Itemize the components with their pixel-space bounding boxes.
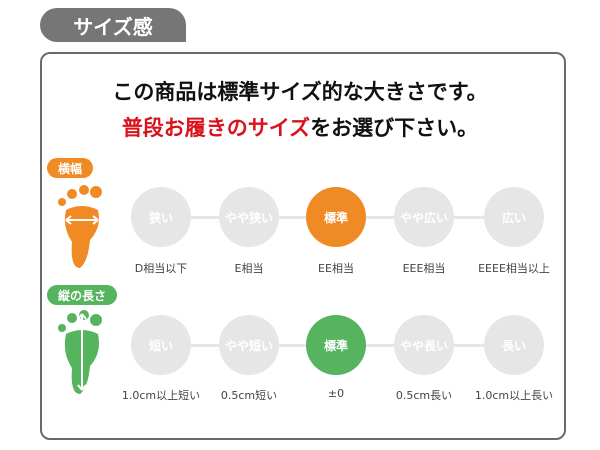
- width-option: やや狭い: [219, 187, 279, 247]
- width-option: 狭い: [131, 187, 191, 247]
- width-option-selected: 標準: [306, 187, 366, 247]
- width-option-sublabel: EEE相当: [402, 262, 446, 275]
- length-option-sublabel: ±0: [327, 387, 345, 400]
- length-option-selected: 標準: [306, 315, 366, 375]
- length-option-sublabel: 0.5cm短い: [220, 389, 278, 402]
- headline-rest: をお選び下さい。: [310, 116, 479, 140]
- foot-length-icon: [58, 310, 102, 394]
- length-option-sublabel: 0.5cm長い: [395, 389, 453, 402]
- foot-width-icon: [58, 185, 102, 268]
- length-option: やや短い: [219, 315, 279, 375]
- headline-instruction: 普段お履きのサイズをお選び下さい。: [0, 112, 600, 142]
- width-option-sublabel: E相当: [234, 262, 264, 275]
- headline: この商品は標準サイズ的な大きさです。: [112, 80, 488, 104]
- width-option-sublabel: D相当以下: [134, 262, 188, 275]
- width-label: 横幅: [47, 158, 93, 178]
- width-option: やや広い: [394, 187, 454, 247]
- width-option: 広い: [484, 187, 544, 247]
- length-option: 長い: [484, 315, 544, 375]
- headline-highlight: 普段お履きのサイズ: [121, 116, 311, 140]
- length-label: 縦の長さ: [47, 285, 117, 305]
- length-option: 短い: [131, 315, 191, 375]
- length-option-sublabel: 1.0cm以上短い: [121, 389, 201, 402]
- width-option-sublabel: EE相当: [318, 262, 354, 275]
- length-option-sublabel: 1.0cm以上長い: [474, 389, 554, 402]
- section-title: サイズ感: [40, 8, 186, 42]
- width-option-sublabel: EEEE相当以上: [478, 262, 550, 275]
- length-option: やや長い: [394, 315, 454, 375]
- size-panel: [40, 52, 566, 440]
